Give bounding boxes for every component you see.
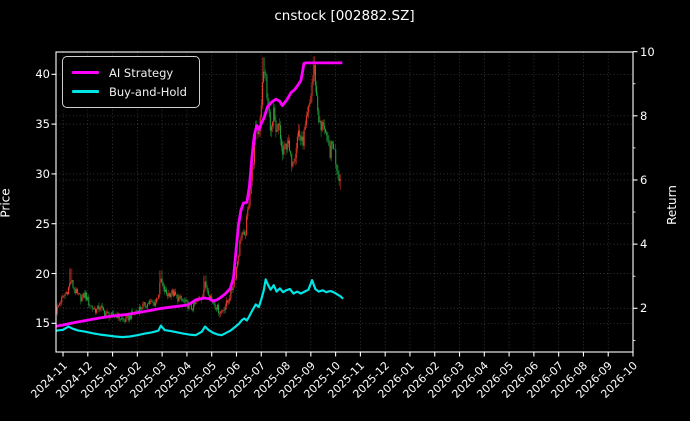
buy-and-hold-line-swatch (72, 90, 99, 93)
legend-item-buy-and-hold: Buy-and-Hold (72, 82, 187, 101)
y-tick-label-price: 30 (35, 166, 50, 181)
y-tick-label-price: 25 (35, 216, 50, 231)
y-tick-label-price: 20 (35, 266, 50, 281)
y-tick-label-return: 4 (640, 237, 648, 252)
legend: AI Strategy Buy-and-Hold (62, 56, 200, 108)
chart-title: cnstock [002882.SZ] (274, 8, 415, 24)
y-tick-label-return: 8 (640, 108, 648, 123)
price-candles (56, 56, 341, 324)
legend-label-buy-and-hold: Buy-and-Hold (109, 84, 187, 99)
plot-data-layer (56, 56, 344, 339)
buy-and-hold-line (56, 278, 344, 339)
y-tick-label-price: 40 (35, 67, 50, 82)
y-tick-label-return: 6 (640, 172, 648, 187)
ai-strategy-line (56, 61, 343, 328)
legend-label-ai-strategy: AI Strategy (109, 65, 174, 80)
axes-spines (51, 51, 638, 357)
legend-item-ai-strategy: AI Strategy (72, 63, 187, 82)
y-axis-label-return: Return (664, 185, 679, 225)
y-tick-label-price: 35 (35, 117, 50, 132)
y-tick-label-return: 2 (640, 301, 648, 316)
y-axis-label-price: Price (0, 188, 13, 218)
y-tick-label-return: 10 (640, 44, 655, 59)
y-tick-label-price: 15 (35, 316, 50, 331)
ai-strategy-line-swatch (72, 71, 99, 74)
